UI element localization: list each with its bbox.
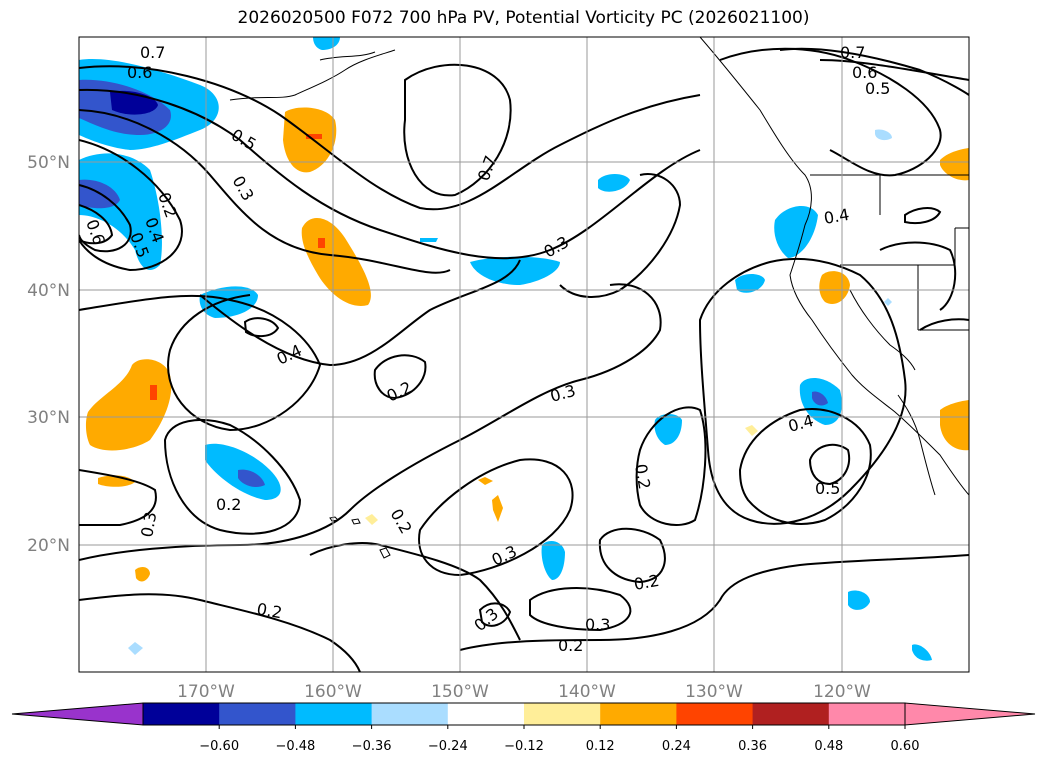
lon-label-160w: 160°W	[304, 682, 362, 702]
colorbar-extend-min	[11, 702, 144, 726]
contour-label: 0.5	[815, 479, 840, 498]
map-background	[79, 37, 969, 672]
lon-label-120w: 120°W	[813, 682, 871, 702]
colorbar-tick-label: 0.12	[586, 739, 615, 754]
lon-label-150w: 150°W	[431, 682, 489, 702]
contour-label: 0.7	[140, 43, 165, 62]
colorbar-tick-label: −0.48	[275, 739, 315, 754]
contour-label: 0.5	[865, 79, 890, 98]
contour-label: 0.3	[137, 510, 160, 538]
lon-label-140w: 140°W	[558, 682, 616, 702]
contour-label: 0.6	[852, 63, 877, 82]
colorbar-tick-label: −0.36	[352, 739, 392, 754]
colorbar-cell	[447, 703, 525, 725]
contour-label: 0.2	[216, 495, 241, 514]
contour-label: 0.7	[840, 43, 865, 62]
graticule	[79, 37, 969, 672]
colorbar-cell	[676, 703, 754, 725]
lon-label-170w: 170°W	[177, 682, 235, 702]
negative-pv-shading	[79, 37, 932, 661]
colorbar-cell	[524, 703, 601, 725]
colorbar-cell	[295, 703, 373, 725]
contour-label: 0.2	[558, 636, 583, 655]
contour-label: 0.2	[632, 571, 660, 594]
colorbar-extend-max	[904, 702, 1036, 726]
lon-label-130w: 130°W	[685, 682, 743, 702]
colorbar-cell	[219, 703, 296, 725]
latitude-labels: 50°N 40°N 30°N 20°N	[27, 153, 70, 556]
coastlines	[229, 37, 969, 559]
colorbar-cell	[371, 703, 449, 725]
colorbar-tick-label: 0.24	[662, 739, 691, 754]
contour-label: 0.6	[127, 63, 152, 82]
colorbar-tick-label: 0.60	[891, 739, 920, 754]
colorbar: −0.60 −0.48 −0.36 −0.24 −0.12 0.12 0.24 0.36 0.4…	[11, 702, 1036, 754]
lat-label-50n: 50°N	[27, 153, 70, 173]
contour-label: 0.3	[585, 615, 610, 634]
longitude-labels: 170°W 160°W 150°W 140°W 130°W 120°W	[177, 682, 871, 702]
colorbar-cell	[752, 703, 830, 725]
colorbar-tick-label: −0.12	[504, 739, 544, 754]
colorbar-cell	[828, 703, 906, 725]
lat-label-40n: 40°N	[27, 281, 70, 301]
contour-label: 0.4	[822, 205, 850, 228]
lat-label-30n: 30°N	[27, 408, 70, 428]
colorbar-cell	[600, 703, 677, 725]
pv-contours	[79, 47, 969, 672]
map-frame	[78, 36, 970, 673]
map-title: 2026020500 F072 700 hPa PV, Potential Vo…	[237, 8, 810, 28]
colorbar-tick-label: −0.24	[428, 739, 468, 754]
colorbar-tick-label: −0.60	[199, 739, 239, 754]
colorbar-tick-label: 0.36	[738, 739, 767, 754]
colorbar-tick-label: 0.48	[814, 739, 843, 754]
colorbar-cell	[143, 703, 220, 725]
lat-label-20n: 20°N	[27, 536, 70, 556]
contour-label: 0.2	[631, 462, 654, 490]
contour-label: 0.2	[255, 599, 283, 622]
